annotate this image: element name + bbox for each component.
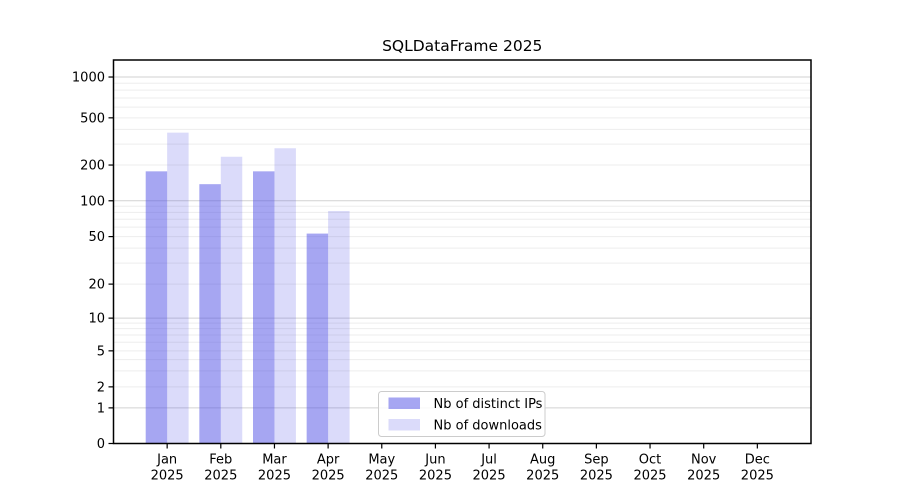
- y-tick-label: 200: [80, 159, 105, 174]
- x-tick-label-month: Feb: [209, 453, 232, 468]
- bar-downloads-jan: [167, 132, 189, 444]
- bar-distinct-ips-feb: [199, 184, 221, 444]
- y-tick-label: 2: [97, 380, 105, 395]
- legend-label-downloads: Nb of downloads: [434, 419, 543, 434]
- bar-downloads-apr: [328, 211, 350, 444]
- x-tick-label-month: Dec: [745, 453, 770, 468]
- x-tick-label-month: Oct: [639, 453, 661, 468]
- y-tick-label: 1: [97, 401, 105, 416]
- y-tick-label: 500: [80, 111, 105, 126]
- x-tick-label-month: May: [368, 453, 395, 468]
- x-tick-label-year: 2025: [312, 469, 345, 484]
- bar-distinct-ips-jan: [145, 171, 168, 444]
- x-tick-label-year: 2025: [473, 469, 506, 484]
- x-tick-label-year: 2025: [687, 469, 720, 484]
- chart-title: SQLDataFrame 2025: [382, 37, 542, 55]
- x-tick-label-month: Nov: [691, 453, 717, 468]
- bar-distinct-ips-apr: [306, 233, 329, 444]
- y-tick-label: 50: [88, 230, 105, 245]
- bar-downloads-feb: [220, 156, 243, 444]
- legend-swatch-distinct-ips: [388, 397, 420, 409]
- bar-distinct-ips-mar: [253, 171, 275, 444]
- legend-swatch-downloads: [388, 419, 420, 431]
- x-tick-label-month: Aug: [530, 453, 555, 468]
- x-tick-label-year: 2025: [419, 469, 452, 484]
- x-tick-label-year: 2025: [258, 469, 291, 484]
- y-tick-label: 5: [97, 344, 105, 359]
- legend-box: [378, 391, 546, 437]
- x-tick-label-year: 2025: [204, 469, 237, 484]
- y-tick-label: 10: [88, 312, 105, 327]
- y-tick-label: 1000: [72, 71, 105, 86]
- x-tick-label-month: Mar: [262, 453, 287, 468]
- x-tick-label-year: 2025: [580, 469, 613, 484]
- x-tick-label-year: 2025: [526, 469, 559, 484]
- x-tick-label-year: 2025: [633, 469, 666, 484]
- plot-border: [112, 59, 812, 445]
- y-tick-label: 0: [97, 437, 105, 452]
- bar-downloads-mar: [274, 148, 296, 444]
- x-tick-label-month: Apr: [317, 453, 340, 468]
- y-tick-label: 100: [80, 194, 105, 209]
- x-tick-label-month: Jun: [424, 453, 445, 468]
- y-tick-label: 20: [88, 278, 105, 293]
- x-tick-label-year: 2025: [151, 469, 184, 484]
- x-tick-label-month: Sep: [584, 453, 609, 468]
- x-tick-label-year: 2025: [741, 469, 774, 484]
- x-tick-label-month: Jan: [156, 453, 177, 468]
- x-tick-label-month: Jul: [480, 453, 497, 468]
- legend-label-distinct-ips: Nb of distinct IPs: [434, 397, 543, 412]
- x-tick-label-year: 2025: [365, 469, 398, 484]
